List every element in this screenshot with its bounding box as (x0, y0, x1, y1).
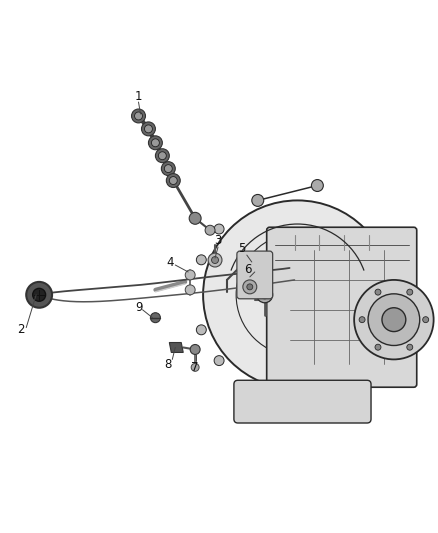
Circle shape (189, 212, 201, 224)
Text: 1: 1 (135, 90, 142, 102)
Circle shape (26, 282, 52, 308)
Circle shape (257, 287, 273, 303)
FancyBboxPatch shape (234, 380, 371, 423)
Circle shape (155, 149, 170, 163)
Circle shape (382, 308, 406, 332)
Circle shape (407, 289, 413, 295)
Text: 2: 2 (18, 323, 25, 336)
Circle shape (145, 125, 152, 133)
Circle shape (134, 112, 142, 120)
Circle shape (311, 180, 323, 191)
Circle shape (212, 256, 219, 263)
Circle shape (161, 161, 175, 175)
Circle shape (185, 285, 195, 295)
Circle shape (261, 291, 268, 299)
Circle shape (33, 288, 46, 301)
Circle shape (243, 280, 257, 294)
Circle shape (152, 139, 159, 147)
Circle shape (265, 262, 331, 328)
Circle shape (205, 225, 215, 235)
Circle shape (354, 280, 434, 359)
Circle shape (166, 174, 180, 188)
Circle shape (423, 317, 429, 322)
FancyBboxPatch shape (237, 251, 273, 299)
Circle shape (368, 294, 420, 345)
Circle shape (247, 284, 253, 290)
Circle shape (131, 109, 145, 123)
Circle shape (203, 200, 392, 389)
Circle shape (208, 253, 222, 267)
Text: 5: 5 (238, 241, 246, 255)
Text: 4: 4 (166, 255, 174, 269)
FancyBboxPatch shape (267, 227, 417, 387)
Circle shape (190, 344, 200, 354)
Text: 6: 6 (244, 263, 251, 277)
Circle shape (214, 224, 224, 234)
Circle shape (359, 317, 365, 322)
Circle shape (150, 313, 160, 322)
Circle shape (196, 255, 206, 265)
Circle shape (375, 289, 381, 295)
Circle shape (159, 152, 166, 160)
Polygon shape (170, 343, 183, 352)
Circle shape (196, 325, 206, 335)
Circle shape (407, 344, 413, 350)
Circle shape (214, 356, 224, 366)
Text: 8: 8 (165, 358, 172, 371)
Circle shape (148, 136, 162, 150)
Circle shape (252, 195, 264, 206)
Circle shape (191, 364, 199, 372)
Circle shape (185, 270, 195, 280)
Text: 9: 9 (135, 301, 142, 314)
Text: 3: 3 (214, 233, 222, 247)
Circle shape (141, 122, 155, 136)
Circle shape (164, 165, 172, 173)
Text: 7: 7 (191, 361, 199, 374)
Circle shape (170, 176, 177, 184)
Circle shape (375, 344, 381, 350)
